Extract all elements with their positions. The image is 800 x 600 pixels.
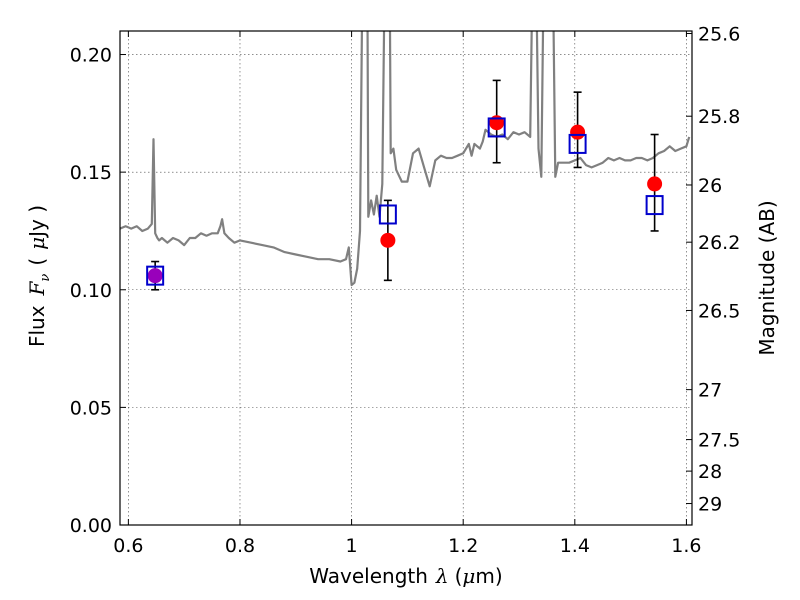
x-axis-label: Wavelength λ (μm): [309, 564, 502, 588]
model-point: [146, 265, 165, 286]
model-point: [378, 204, 397, 225]
y2-tick-label: 27.5: [698, 430, 740, 452]
y-tick-label: 0.10: [70, 280, 112, 302]
plot-area: [120, 31, 691, 287]
model-point: [487, 117, 506, 138]
observed-point: [647, 176, 663, 192]
y-tick-label: 0.05: [70, 397, 112, 419]
x-tick-label: 1.6: [671, 535, 701, 557]
observed-point: [147, 268, 163, 284]
y-tick-label: 0.20: [70, 45, 112, 67]
observed-point: [380, 232, 396, 248]
y2-axis-label: Magnitude (AB): [755, 200, 779, 355]
x-tick-label: 1.4: [560, 535, 590, 557]
template-spectrum-line: [120, 31, 691, 287]
y2-tick-label: 26.2: [698, 232, 740, 254]
y-tick-label: 0.15: [70, 162, 112, 184]
x-tick-label: 1.2: [448, 535, 478, 557]
x-tick-label: 0.8: [225, 535, 255, 557]
model-point: [568, 133, 587, 154]
y2-tick-label: 28: [698, 461, 722, 483]
plot-frame: [119, 30, 693, 526]
x-tick-label: 0.6: [113, 535, 143, 557]
y-tick-label: 0.00: [70, 515, 112, 537]
model-point: [645, 195, 664, 216]
grid: [120, 31, 692, 526]
x-tick-label: 1: [346, 535, 358, 557]
y2-tick-label: 29: [698, 494, 722, 516]
y2-tick-label: 26: [698, 175, 722, 197]
y2-tick-label: 27: [698, 380, 722, 402]
y2-tick-label: 25.6: [698, 24, 740, 46]
y2-tick-label: 25.8: [698, 106, 740, 128]
markers: [146, 79, 664, 291]
observed-point: [570, 124, 586, 140]
axis-ticks: 0.6 0.8 1 1.2 1.4 1.6 0.00 0.05 0.10 0.15 0.20 25.6…: [70, 24, 741, 557]
y-axis-label: FluxFν(μJy ): [25, 205, 53, 347]
y2-tick-label: 26.5: [698, 300, 740, 322]
